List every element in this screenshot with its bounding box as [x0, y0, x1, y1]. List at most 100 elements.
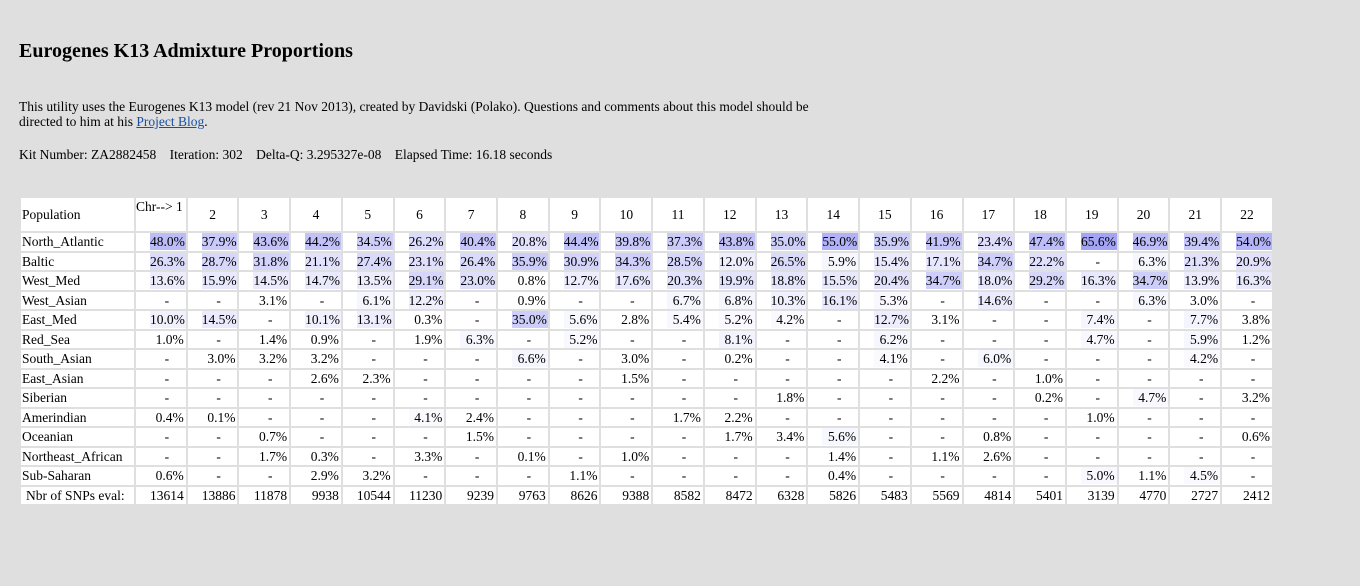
value-cell: -	[911, 467, 962, 485]
value-cell: 12.7%	[549, 272, 600, 290]
value-text: -	[1198, 390, 1204, 406]
value-text: 43.8%	[718, 233, 755, 251]
value-text: -	[888, 448, 894, 464]
value-text: -	[371, 429, 376, 445]
value-text: -	[836, 312, 842, 328]
value-cell: -	[808, 330, 859, 348]
value-cell: 13.6%	[136, 272, 186, 290]
value-text: -	[578, 370, 583, 386]
value-text: 1.5%	[621, 370, 650, 386]
value-cell: -	[1118, 369, 1169, 387]
value-text: 6.3%	[1132, 252, 1169, 270]
value-cell: 1.0%	[1015, 369, 1065, 387]
value-cell: -	[136, 369, 186, 387]
value-cell: -	[446, 369, 497, 387]
value-text: 12.7%	[874, 311, 910, 329]
value-cell: -	[136, 389, 186, 407]
value-cell: -	[808, 369, 859, 387]
value-cell: -	[911, 350, 962, 368]
value-cell: -	[1118, 311, 1169, 329]
value-text: -	[1198, 429, 1204, 445]
value-text: -	[733, 448, 739, 464]
value-cell: 17.6%	[601, 272, 652, 290]
value-cell: -	[1118, 350, 1169, 368]
value-text: -	[733, 390, 739, 406]
population-name: Red_Sea	[21, 330, 134, 348]
value-cell: -	[1066, 447, 1117, 465]
value-cell: 2.4%	[446, 408, 497, 426]
population-name: Siberian	[21, 389, 134, 407]
value-cell: 20.3%	[653, 272, 703, 290]
value-cell: -	[1015, 447, 1065, 465]
value-cell: 6.0%	[963, 350, 1014, 368]
value-text: -	[474, 351, 480, 367]
value-text: 0.4%	[155, 409, 184, 425]
value-cell: 48.0%	[136, 233, 186, 251]
value-text: 21.3%	[1184, 252, 1221, 270]
value-cell: 0.1%	[498, 447, 548, 465]
value-cell: 5.6%	[549, 311, 600, 329]
value-cell: 40.4%	[446, 233, 497, 251]
value-text: 37.3%	[667, 233, 703, 251]
value-text: -	[836, 351, 842, 367]
value-text: -	[1147, 370, 1152, 386]
value-cell: -	[1170, 369, 1221, 387]
table-row: Baltic 26.3% 28.7% 31.8% 21.1% 27.4% 23.1% 26.4…	[21, 252, 1272, 270]
value-cell: 26.5%	[756, 252, 807, 270]
value-cell: -	[653, 330, 703, 348]
value-text: -	[474, 390, 480, 406]
project-blog-link[interactable]: Project Blog	[136, 114, 205, 129]
snp-count: 4814	[963, 486, 1014, 504]
value-text: 1.0%	[1034, 370, 1063, 386]
value-cell: -	[136, 291, 186, 309]
chr-header: 5	[342, 198, 393, 231]
value-text: -	[630, 429, 635, 445]
value-text: 29.1%	[408, 272, 445, 290]
value-text: -	[630, 390, 635, 406]
value-text: -	[836, 331, 842, 347]
value-cell: -	[1222, 350, 1272, 368]
value-cell: 17.1%	[911, 252, 962, 270]
value-cell: 29.1%	[394, 272, 445, 290]
value-cell: -	[1015, 350, 1065, 368]
value-cell: -	[239, 408, 290, 426]
value-text: -	[1198, 448, 1204, 464]
value-cell: -	[342, 447, 393, 465]
value-cell: -	[911, 291, 962, 309]
value-text: -	[526, 331, 532, 347]
value-text: -	[1095, 370, 1101, 386]
value-cell: -	[653, 467, 703, 485]
value-text: -	[992, 331, 997, 347]
value-text: 16.3%	[1236, 272, 1272, 290]
value-text: 1.0%	[621, 448, 650, 464]
value-text: 17.1%	[925, 252, 962, 270]
value-text: 1.0%	[155, 331, 184, 347]
value-text: 14.7%	[305, 272, 341, 290]
snp-count: 2727	[1170, 486, 1221, 504]
snp-count: 8472	[704, 486, 755, 504]
value-cell: 2.6%	[963, 447, 1014, 465]
value-cell: -	[187, 291, 238, 309]
value-text: -	[423, 351, 428, 367]
value-text: 0.1%	[517, 448, 546, 464]
value-cell: 35.9%	[860, 233, 910, 251]
snp-count: 2412	[1222, 486, 1272, 504]
chr-header: 6	[394, 198, 445, 231]
population-name: Amerindian	[21, 408, 134, 426]
value-text: 13.6%	[150, 272, 186, 290]
value-text: 3.0%	[207, 351, 236, 367]
value-text: 20.4%	[874, 272, 910, 290]
value-cell: -	[549, 350, 600, 368]
value-text: -	[681, 370, 687, 386]
value-cell: -	[1170, 428, 1221, 446]
value-text: 0.8%	[517, 273, 546, 289]
value-text: -	[423, 468, 428, 484]
value-cell: 3.4%	[756, 428, 807, 446]
value-text: -	[1043, 331, 1049, 347]
value-text: -	[319, 429, 325, 445]
value-text: -	[940, 331, 945, 347]
value-text: -	[1095, 253, 1101, 269]
value-cell: 23.0%	[446, 272, 497, 290]
value-cell: 6.3%	[1118, 291, 1169, 309]
value-cell: 34.5%	[342, 233, 393, 251]
